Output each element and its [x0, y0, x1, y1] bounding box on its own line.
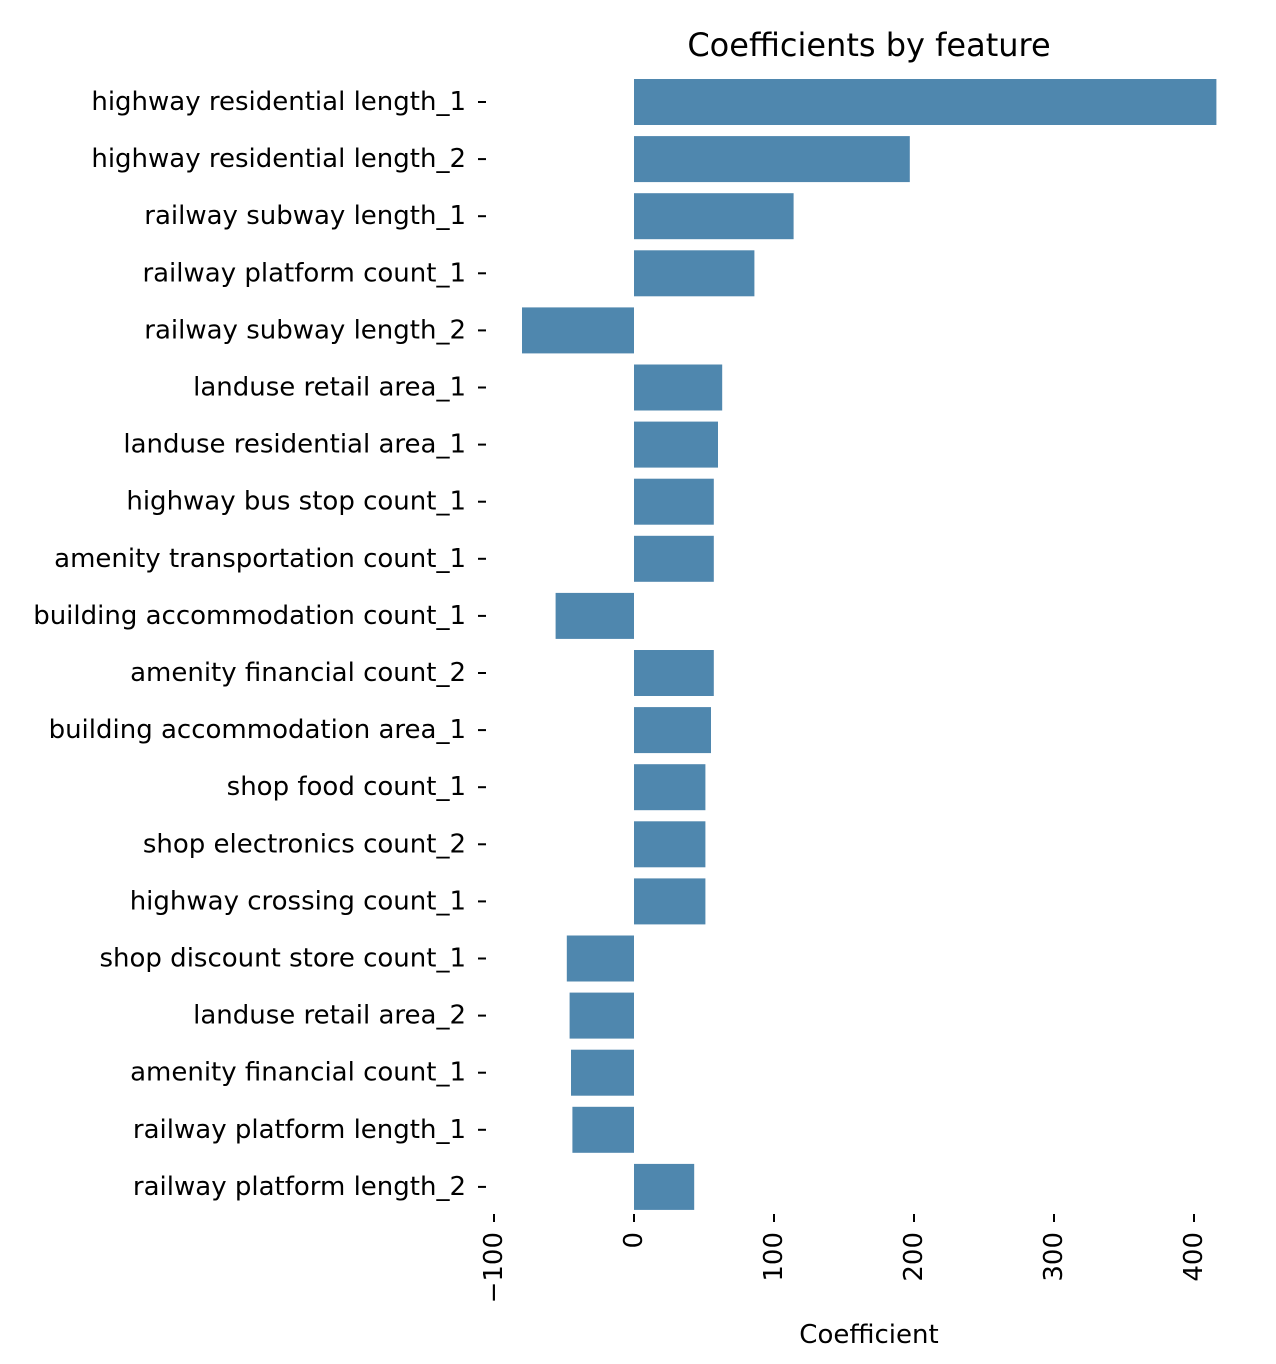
- chart-title: Coefficients by feature: [687, 26, 1050, 64]
- bar: [522, 307, 634, 354]
- y-tick-label: landuse retail area_1: [193, 373, 466, 403]
- y-tick-label: amenity financial count_1: [130, 1058, 466, 1088]
- x-axis: −100 0 100 200 300 400: [479, 1214, 1209, 1303]
- bars-group: [522, 79, 1217, 1210]
- bar: [555, 592, 634, 639]
- x-tick-label: 400: [1179, 1232, 1209, 1282]
- bar: [634, 535, 714, 582]
- bar: [634, 364, 723, 411]
- bar: [634, 707, 711, 754]
- y-tick-label: highway residential length_2: [91, 144, 466, 174]
- bar: [634, 478, 714, 525]
- bar: [634, 250, 755, 297]
- x-tick-label: 0: [619, 1232, 649, 1249]
- y-tick-label: shop discount store count_1: [99, 944, 466, 974]
- x-tick-label: −100: [479, 1232, 509, 1303]
- bar: [566, 935, 634, 982]
- y-tick-label: railway subway length_2: [144, 315, 466, 345]
- bar: [569, 992, 634, 1039]
- y-tick-label: landuse residential area_1: [123, 430, 466, 460]
- y-tick-label: highway bus stop count_1: [126, 487, 466, 517]
- x-tick-label: 300: [1039, 1232, 1069, 1282]
- bar: [634, 193, 794, 240]
- bar: [634, 421, 718, 468]
- bar: [634, 821, 706, 868]
- bar: [634, 650, 714, 696]
- y-tick-label: building accommodation count_1: [33, 601, 466, 631]
- y-tick-label: highway residential length_1: [91, 87, 466, 117]
- bar: [634, 764, 706, 811]
- x-tick-label: 100: [759, 1232, 789, 1282]
- bar: [634, 136, 910, 183]
- y-tick-label: building accommodation area_1: [49, 715, 466, 745]
- y-tick-label: shop food count_1: [227, 772, 466, 802]
- bar: [634, 79, 1217, 125]
- y-tick-label: landuse retail area_2: [193, 1001, 466, 1031]
- y-tick-label: railway platform count_1: [142, 258, 466, 288]
- y-tick-label: railway platform length_1: [133, 1115, 466, 1145]
- bar: [571, 1049, 634, 1096]
- bar: [634, 1163, 695, 1210]
- y-tick-label: highway crossing count_1: [130, 886, 466, 916]
- bar: [634, 878, 706, 925]
- y-tick-label: railway subway length_1: [144, 201, 466, 231]
- y-tick-label: amenity transportation count_1: [54, 544, 466, 574]
- x-tick-label: 200: [899, 1232, 929, 1282]
- y-tick-label: amenity financial count_2: [130, 658, 466, 688]
- y-tick-label: railway platform length_2: [133, 1172, 466, 1202]
- y-tick-label: shop electronics count_2: [143, 829, 466, 859]
- x-axis-label: Coefficient: [799, 1320, 938, 1350]
- bar: [572, 1106, 634, 1153]
